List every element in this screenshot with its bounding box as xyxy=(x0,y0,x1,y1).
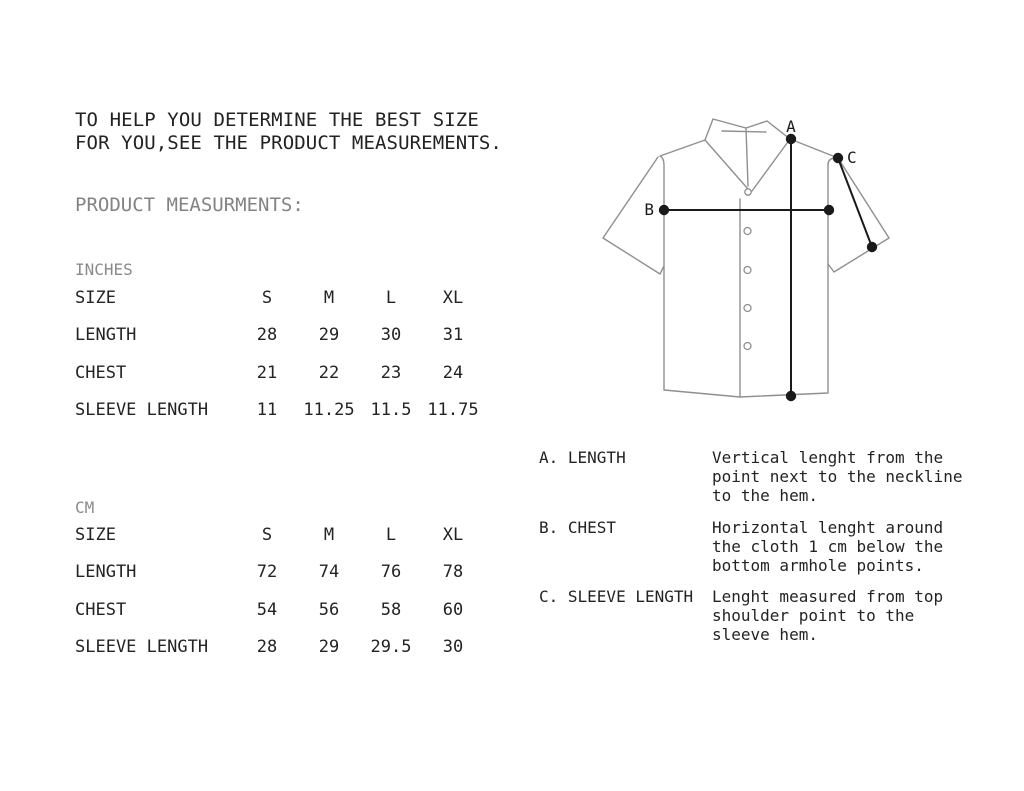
unit-label-cm: CM xyxy=(75,498,95,517)
table-cell: 74 xyxy=(318,562,340,583)
definition-label: A. LENGTH xyxy=(539,448,626,467)
table-cell: 28 xyxy=(256,325,278,346)
table-cell: 56 xyxy=(318,599,340,620)
table-cell: 11 xyxy=(256,400,278,421)
definition-label: B. CHEST xyxy=(539,518,617,537)
table-cell: 78 xyxy=(442,562,464,583)
table-cell: 30 xyxy=(380,325,402,346)
section-title: PRODUCT MEASURMENTS: xyxy=(75,194,304,216)
table-header-cell: SIZE xyxy=(75,288,116,308)
size-table-cm: SIZE S M L XL LENGTH 72 74 76 78 CHEST 5… xyxy=(75,525,484,677)
table-cell: 72 xyxy=(256,562,278,583)
definition-text: Horizontal lenght around the cloth 1 cm … xyxy=(712,518,944,575)
table-cell: 54 xyxy=(256,599,278,620)
table-row-label: CHEST xyxy=(75,362,127,383)
table-header-cell: SIZE xyxy=(75,525,116,545)
table-header-cell: L xyxy=(385,525,397,545)
table-cell: 11.75 xyxy=(427,400,479,421)
shirt-outline xyxy=(602,118,890,398)
table-cell: 11.5 xyxy=(370,400,412,421)
table-row-label: SLEEVE LENGTH xyxy=(75,400,209,421)
table-cell: 21 xyxy=(256,362,278,383)
unit-label-inches: INCHES xyxy=(75,260,133,279)
table-header-cell: XL xyxy=(442,288,464,308)
table-cell: 23 xyxy=(380,362,402,383)
shirt-diagram: A B C xyxy=(602,117,890,402)
shirt-buttons xyxy=(743,188,752,351)
size-table-inches: SIZE S M L XL LENGTH 28 29 30 31 CHEST 2… xyxy=(75,288,484,440)
intro-text: TO HELP YOU DETERMINE THE BEST SIZE FOR … xyxy=(75,109,502,154)
measure-label-b: B xyxy=(644,200,654,219)
measure-label-c: C xyxy=(847,148,857,167)
table-cell: 11.25 xyxy=(303,400,355,421)
table-cell: 24 xyxy=(442,362,464,383)
table-cell: 29 xyxy=(318,325,340,346)
table-cell: 30 xyxy=(442,637,464,658)
table-cell: 76 xyxy=(380,562,402,583)
measurement-lines xyxy=(658,133,878,402)
table-cell: 29 xyxy=(318,637,340,658)
intro-line-1: TO HELP YOU DETERMINE THE BEST SIZE xyxy=(75,109,479,131)
table-header-cell: S xyxy=(261,288,273,308)
table-cell: 22 xyxy=(318,362,340,383)
measure-label-a: A xyxy=(786,117,796,136)
table-header-cell: XL xyxy=(442,525,464,545)
table-cell: 60 xyxy=(442,599,464,620)
table-header-cell: M xyxy=(323,288,335,308)
definition-text: Lenght measured from top shoulder point … xyxy=(712,587,944,644)
table-header-cell: M xyxy=(323,525,335,545)
table-cell: 28 xyxy=(256,637,278,658)
table-cell: 29.5 xyxy=(370,637,412,658)
definition-text: Vertical lenght from the point next to t… xyxy=(712,448,963,505)
table-cell: 31 xyxy=(442,325,464,346)
table-header-cell: L xyxy=(385,288,397,308)
definition-label: C. SLEEVE LENGTH xyxy=(539,587,694,606)
table-header-cell: S xyxy=(261,525,273,545)
table-row-label: CHEST xyxy=(75,599,127,620)
table-row-label: SLEEVE LENGTH xyxy=(75,637,209,658)
intro-line-2: FOR YOU,SEE THE PRODUCT MEASUREMENTS. xyxy=(75,131,502,154)
table-row-label: LENGTH xyxy=(75,562,137,583)
table-row-label: LENGTH xyxy=(75,325,137,346)
table-cell: 58 xyxy=(380,599,402,620)
